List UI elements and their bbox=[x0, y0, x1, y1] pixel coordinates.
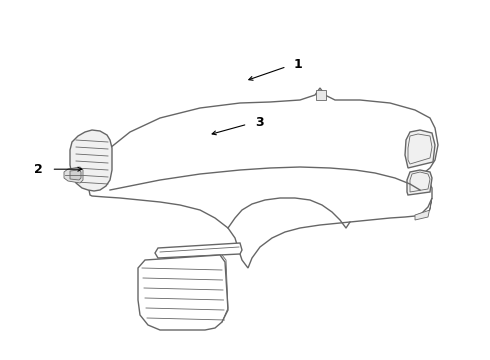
Polygon shape bbox=[415, 198, 432, 220]
Text: 3: 3 bbox=[255, 116, 264, 129]
Text: 1: 1 bbox=[294, 58, 303, 71]
Polygon shape bbox=[70, 130, 112, 191]
Polygon shape bbox=[138, 255, 228, 330]
Polygon shape bbox=[316, 90, 326, 100]
Polygon shape bbox=[88, 88, 438, 268]
Polygon shape bbox=[64, 167, 83, 183]
Polygon shape bbox=[405, 130, 435, 168]
Polygon shape bbox=[155, 243, 242, 258]
Text: 2: 2 bbox=[34, 163, 43, 176]
Polygon shape bbox=[407, 170, 432, 195]
Polygon shape bbox=[70, 170, 81, 180]
